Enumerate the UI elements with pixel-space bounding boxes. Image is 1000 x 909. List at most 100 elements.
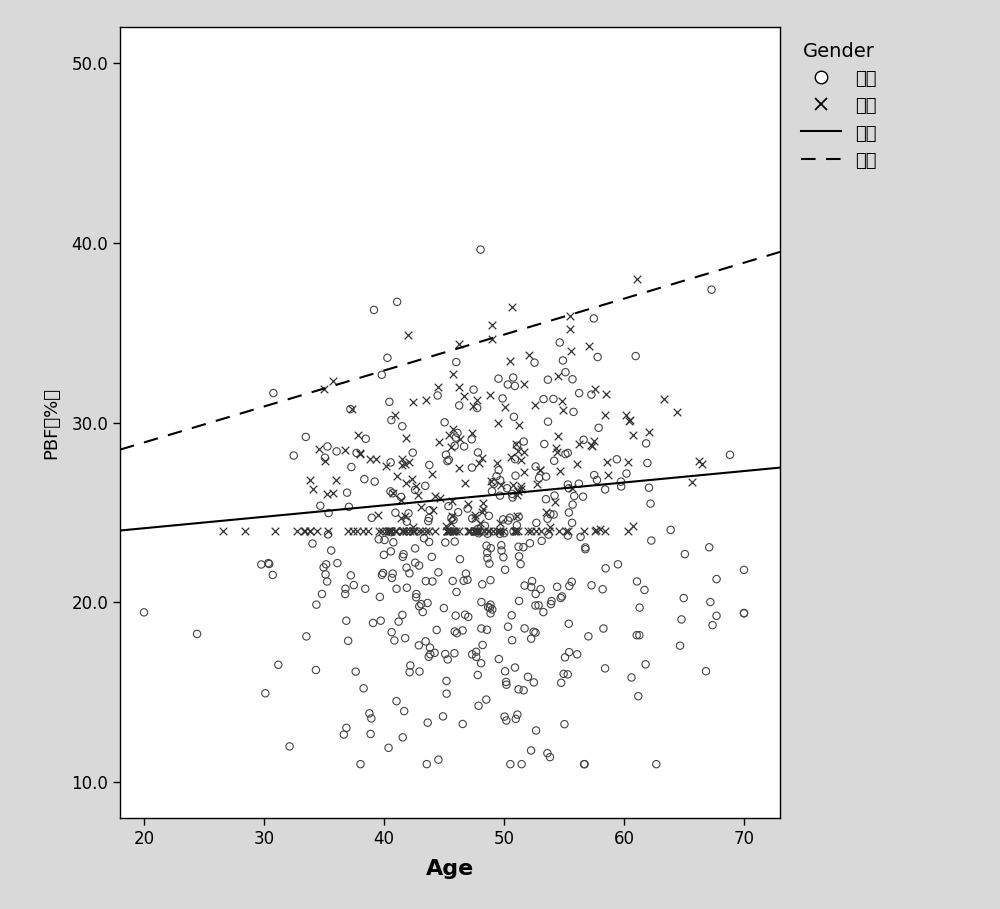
Point [577, 540, 593, 554]
Point [298, 430, 314, 445]
Point [432, 491, 448, 505]
Point [672, 638, 688, 653]
Point [484, 484, 500, 498]
Point [564, 515, 580, 530]
Point [312, 498, 328, 513]
Point [408, 479, 424, 494]
Point [314, 586, 330, 601]
Point [470, 668, 486, 683]
Point [466, 524, 482, 538]
Point [442, 524, 458, 538]
Point [399, 514, 415, 529]
Point [508, 524, 524, 538]
Point [460, 497, 476, 512]
Point [352, 445, 368, 460]
Point [316, 560, 332, 574]
Point [562, 322, 578, 336]
Point [504, 633, 520, 647]
Point [340, 634, 356, 648]
Point [358, 432, 374, 446]
Point [398, 431, 414, 445]
Point [471, 524, 487, 538]
Point [418, 574, 434, 588]
Point [336, 727, 352, 742]
Point [439, 524, 455, 538]
Point [528, 586, 544, 601]
Point [393, 493, 409, 507]
Point [513, 453, 529, 467]
Point [500, 514, 516, 528]
Point [265, 385, 281, 400]
Point [451, 524, 467, 538]
Point [399, 560, 415, 574]
Point [395, 730, 411, 744]
Point [480, 524, 496, 538]
Point [410, 488, 426, 503]
Point [337, 582, 353, 596]
Point [511, 539, 527, 554]
Point [302, 473, 318, 487]
Point [620, 524, 636, 538]
Point [492, 515, 508, 530]
Point [406, 524, 422, 538]
Point [388, 524, 404, 538]
Point [464, 460, 480, 474]
Point [445, 513, 461, 527]
Point [583, 438, 599, 453]
Point [475, 502, 491, 516]
Point [438, 519, 454, 534]
Point [520, 670, 536, 684]
Point [708, 608, 724, 623]
Point [516, 464, 532, 479]
Point [282, 739, 298, 754]
Point [482, 388, 498, 403]
Point [411, 524, 427, 538]
Point [466, 383, 482, 397]
Point [305, 536, 321, 551]
Point [571, 437, 587, 452]
Point [599, 455, 615, 470]
Point [532, 463, 548, 477]
Point [349, 524, 365, 538]
Point [540, 373, 556, 387]
Point [467, 508, 483, 523]
Point [516, 435, 532, 449]
Point [451, 336, 467, 351]
Point [469, 393, 485, 407]
Point [549, 580, 565, 594]
Point [598, 386, 614, 401]
Point [562, 308, 578, 323]
Point [374, 524, 390, 538]
Point [337, 443, 353, 457]
Point [656, 392, 672, 406]
Point [457, 607, 473, 622]
Point [405, 524, 421, 538]
Point [641, 425, 657, 439]
Point [444, 494, 460, 508]
Point [440, 652, 456, 666]
Point [356, 472, 372, 486]
Point [420, 715, 436, 730]
Point [618, 408, 634, 423]
Point [270, 657, 286, 672]
Point [560, 445, 576, 460]
Point [455, 624, 471, 638]
Point [474, 504, 490, 519]
Point [339, 485, 355, 500]
Point [464, 511, 480, 525]
Point [597, 661, 613, 675]
Point [517, 621, 533, 635]
Point [597, 524, 613, 538]
Point [478, 693, 494, 707]
Point [440, 524, 456, 538]
Point [460, 501, 476, 515]
Point [418, 524, 434, 538]
Point [502, 757, 518, 772]
Point [325, 486, 341, 501]
Point [507, 660, 523, 674]
Point [443, 516, 459, 531]
Point [420, 595, 436, 610]
Point [497, 563, 513, 577]
Point [576, 757, 592, 772]
Point [320, 527, 336, 542]
